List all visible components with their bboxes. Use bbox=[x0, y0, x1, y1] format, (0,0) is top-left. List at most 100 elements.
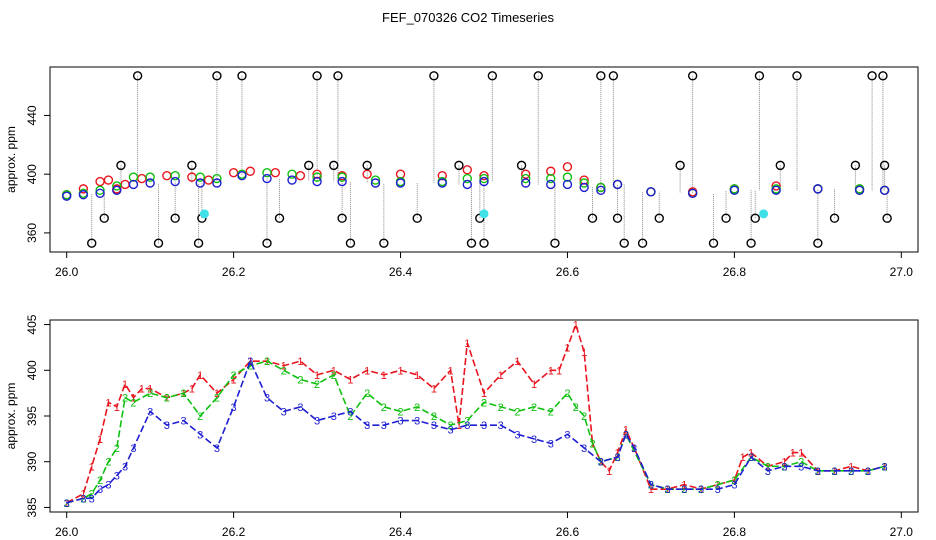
point-label: 1 bbox=[347, 374, 353, 386]
point-label: 3 bbox=[281, 406, 287, 418]
data-point bbox=[212, 173, 222, 184]
data-point bbox=[867, 71, 877, 81]
data-point bbox=[479, 170, 489, 181]
point-label: 2 bbox=[414, 402, 420, 414]
point-label: 2 bbox=[581, 411, 587, 423]
point-label: 1 bbox=[147, 384, 153, 396]
point-label: 1 bbox=[698, 484, 704, 496]
point-label: 2 bbox=[364, 388, 370, 400]
series-sensor-1 bbox=[61, 162, 890, 200]
data-point bbox=[312, 176, 322, 187]
x-tick-label: 26.4 bbox=[389, 265, 413, 279]
point-label: 2 bbox=[598, 457, 604, 469]
data-point bbox=[579, 178, 589, 188]
data-point bbox=[95, 185, 105, 196]
data-point bbox=[479, 238, 489, 248]
point-label: 1 bbox=[89, 461, 95, 473]
point-label: 2 bbox=[281, 365, 287, 377]
point-label: 3 bbox=[765, 466, 771, 478]
point-label: 1 bbox=[731, 475, 737, 487]
point-label: 2 bbox=[397, 406, 403, 418]
point-label: 2 bbox=[589, 438, 595, 450]
data-point bbox=[771, 181, 781, 191]
y-tick-label: 385 bbox=[25, 497, 39, 517]
y-tick-label: 395 bbox=[25, 406, 39, 426]
data-point bbox=[687, 188, 698, 198]
point-label: 1 bbox=[364, 365, 370, 377]
point-label: 3 bbox=[197, 429, 203, 441]
point-label: 2 bbox=[882, 461, 888, 473]
point-label: 3 bbox=[448, 425, 454, 437]
data-point bbox=[466, 238, 477, 248]
point-label: 1 bbox=[581, 347, 587, 359]
panel-bottom: 26.0 26.2 26.4 26.6 26.8 27.0 385 390 395 400 405 a… bbox=[4, 314, 919, 539]
data-point bbox=[262, 173, 272, 184]
point-label: 2 bbox=[264, 356, 270, 368]
point-label: 1 bbox=[623, 425, 629, 437]
point-label: 1 bbox=[189, 384, 195, 396]
x-tick-label: 26.6 bbox=[556, 265, 580, 279]
point-label: 1 bbox=[606, 466, 612, 478]
point-label: 3 bbox=[114, 470, 120, 482]
point-label: 3 bbox=[64, 498, 70, 510]
data-point bbox=[145, 172, 155, 182]
x-tick-label: 26.6 bbox=[556, 525, 580, 539]
data-point bbox=[112, 185, 122, 196]
data-point bbox=[813, 184, 823, 194]
point-label: 3 bbox=[231, 402, 237, 414]
data-point bbox=[337, 213, 347, 223]
data-point bbox=[295, 170, 306, 181]
point-label: 2 bbox=[573, 402, 579, 414]
point-label: 1 bbox=[765, 461, 771, 473]
point-label: 3 bbox=[264, 393, 270, 405]
data-point bbox=[521, 178, 531, 188]
point-label: 3 bbox=[314, 416, 320, 428]
data-point bbox=[262, 238, 272, 248]
data-point bbox=[746, 238, 756, 248]
point-label: 3 bbox=[648, 480, 654, 492]
point-label: 3 bbox=[414, 416, 420, 428]
y-tick-label: 400 bbox=[25, 360, 39, 380]
x-tick-label: 26.2 bbox=[222, 265, 246, 279]
data-point bbox=[612, 213, 623, 223]
point-label: 2 bbox=[164, 393, 170, 405]
x-tick-label: 26.0 bbox=[55, 525, 79, 539]
plot-frame bbox=[49, 66, 919, 253]
data-point bbox=[132, 71, 143, 81]
point-label: 2 bbox=[297, 374, 303, 386]
data-point bbox=[854, 185, 865, 196]
data-point bbox=[587, 213, 598, 223]
data-point bbox=[137, 173, 147, 184]
data-point bbox=[187, 160, 197, 171]
data-point bbox=[370, 175, 381, 185]
point-label: 3 bbox=[130, 443, 136, 455]
data-point bbox=[287, 175, 297, 185]
x-tick-label: 27.0 bbox=[890, 265, 914, 279]
data-point bbox=[287, 169, 297, 179]
point-label: 1 bbox=[130, 393, 136, 405]
point-label: 1 bbox=[231, 374, 237, 386]
point-label: 1 bbox=[790, 448, 796, 460]
data-point bbox=[274, 213, 285, 223]
point-label: 1 bbox=[314, 370, 320, 382]
data-point bbox=[521, 169, 531, 179]
point-label: 2 bbox=[114, 443, 120, 455]
point-label: 3 bbox=[431, 420, 437, 432]
point-label: 2 bbox=[381, 402, 387, 414]
data-point bbox=[550, 238, 560, 248]
data-point bbox=[412, 213, 422, 223]
y-tick-label: 390 bbox=[25, 451, 39, 471]
point-label: 3 bbox=[815, 466, 821, 478]
data-point bbox=[145, 178, 155, 188]
point-label: 3 bbox=[681, 484, 687, 496]
point-label: 1 bbox=[197, 370, 203, 382]
point-label: 2 bbox=[498, 402, 504, 414]
data-point bbox=[646, 187, 656, 197]
series-line bbox=[66, 359, 885, 504]
point-label: 1 bbox=[598, 457, 604, 469]
point-label: 2 bbox=[464, 416, 470, 428]
data-point bbox=[199, 209, 209, 219]
point-label: 1 bbox=[297, 356, 303, 368]
data-point bbox=[792, 71, 802, 81]
